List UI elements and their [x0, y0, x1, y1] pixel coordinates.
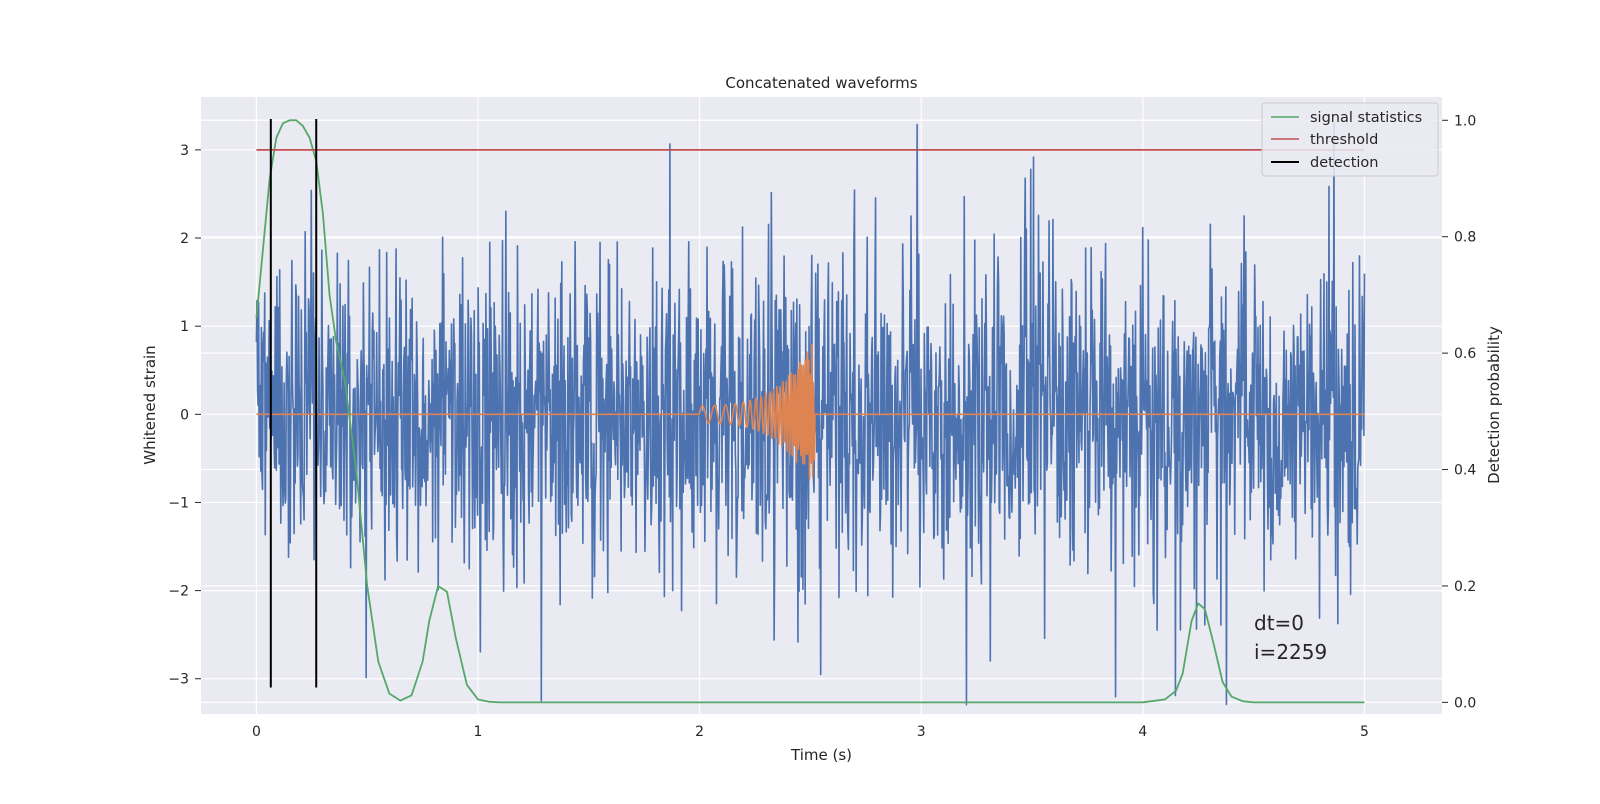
x-tick-label: 5	[1360, 724, 1369, 740]
y-tick-label-left: 0	[180, 407, 189, 423]
annotation-index: i=2259	[1254, 640, 1327, 664]
x-tick-label: 4	[1138, 724, 1147, 740]
y-tick-label-right: 0.4	[1454, 463, 1476, 479]
x-tick-label: 3	[917, 724, 926, 740]
legend: signal statistics threshold detection	[1261, 102, 1439, 177]
tick-layer: 0 1 2 3 4 5 −3 −2 −1 0 1 2 3 0.0 0.2 0.4 0.6 0.8 1.0	[168, 113, 1476, 740]
y-tick-label-left: −2	[168, 584, 189, 600]
y-tick-label-left: −1	[168, 495, 189, 511]
series-line-signal-statistics	[255, 119, 1365, 704]
x-tick-label: 0	[252, 724, 261, 740]
y-tick-label-left: 1	[180, 319, 189, 335]
annotation-dt: dt=0	[1254, 611, 1304, 635]
legend-label-threshold: threshold	[1310, 132, 1378, 148]
y-tick-label-right: 0.6	[1454, 346, 1476, 362]
y-tick-label-right: 0.8	[1454, 230, 1476, 246]
legend-label-signal-statistics: signal statistics	[1310, 110, 1422, 126]
y-tick-label-left: −3	[168, 672, 189, 688]
y-tick-label-left: 2	[180, 231, 189, 247]
y-tick-label-right: 0.0	[1454, 695, 1476, 711]
chart-title: Concatenated waveforms	[725, 74, 917, 92]
legend-label-detection: detection	[1310, 155, 1378, 171]
y-tick-label-right: 0.2	[1454, 579, 1476, 595]
y-tick-label-left: 3	[180, 143, 189, 159]
legend-box	[1261, 102, 1439, 177]
x-tick-label: 2	[695, 724, 704, 740]
x-tick-label: 1	[474, 724, 483, 740]
y-axis-label-right: Detection probability	[1485, 326, 1503, 484]
x-axis-label: Time (s)	[790, 746, 852, 764]
data-layer	[255, 119, 1366, 706]
y-axis-label-left: Whitened strain	[141, 345, 159, 464]
series-line-injected-waveform	[256, 343, 1365, 481]
y-tick-label-right: 1.0	[1454, 113, 1476, 129]
